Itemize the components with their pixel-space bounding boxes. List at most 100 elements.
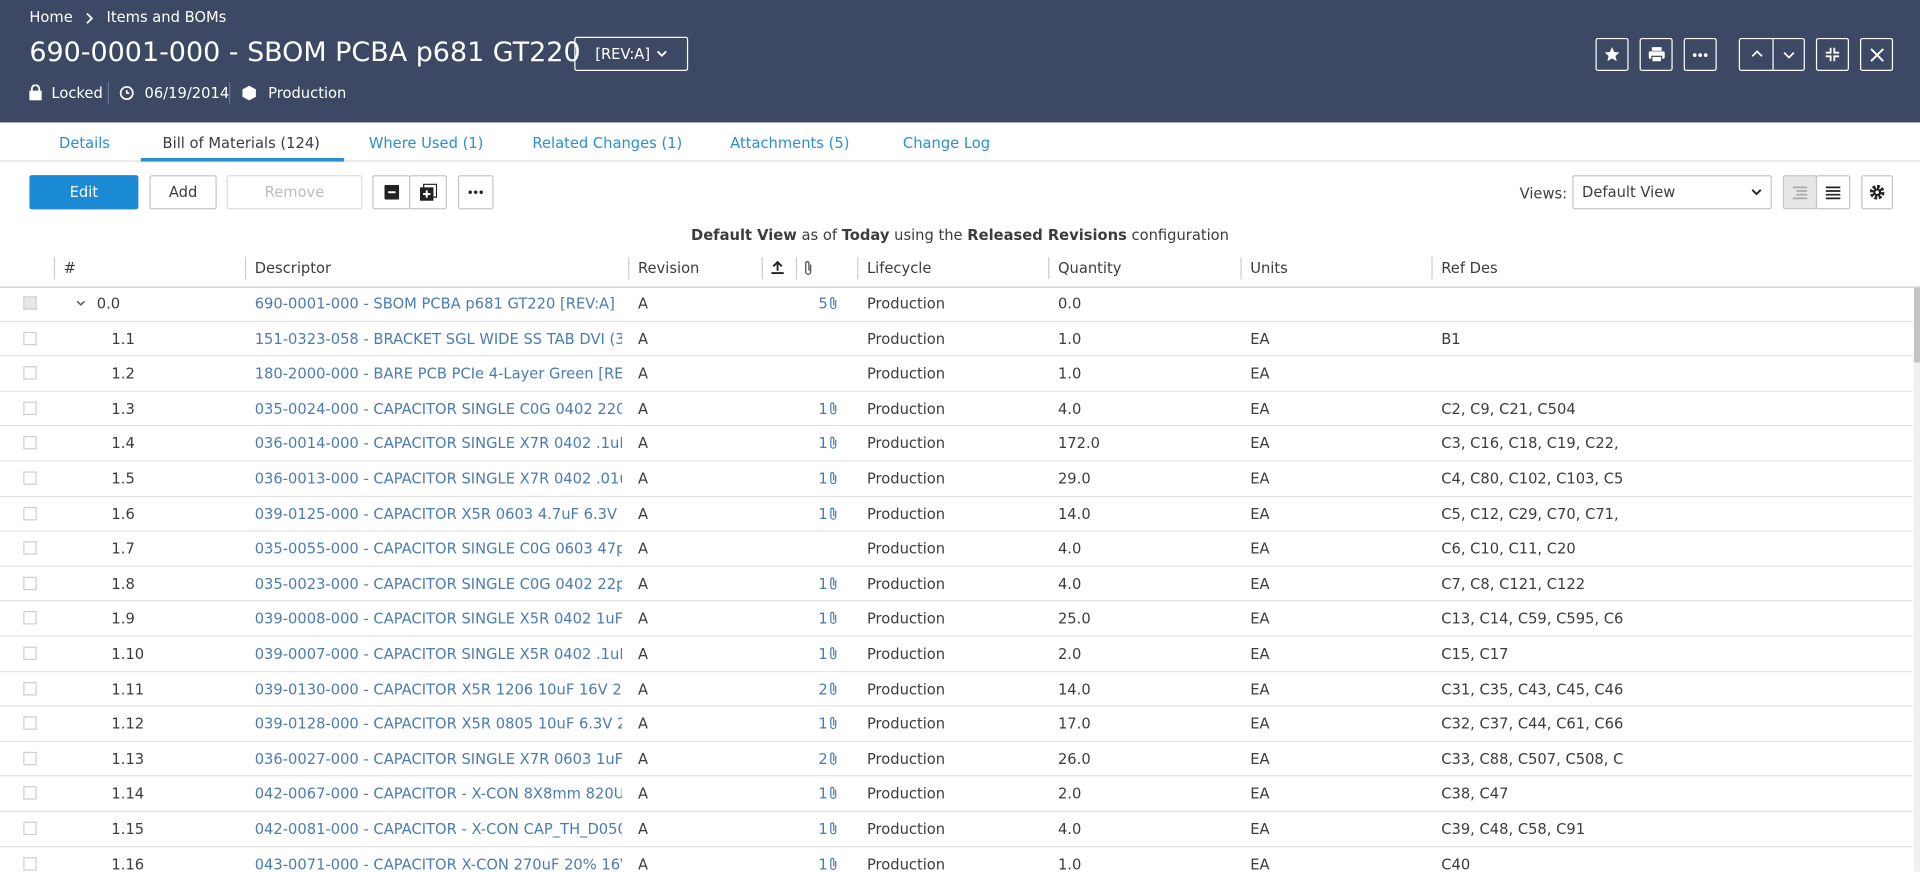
tab[interactable]: Change Log	[902, 134, 991, 152]
attachment-count[interactable]: 5	[791, 295, 838, 312]
attachment-count[interactable]: 2	[791, 750, 838, 768]
row-checkbox[interactable]	[23, 786, 37, 801]
row-checkbox[interactable]	[23, 436, 37, 450]
favorite-button[interactable]	[1595, 37, 1629, 72]
expand-chevron[interactable]	[76, 300, 86, 307]
attachment-count[interactable]: 1	[791, 820, 838, 838]
descriptor-link[interactable]: 035-0023-000 - CAPACITOR SINGLE C0G 0402…	[254, 575, 623, 593]
attachment-count[interactable]: 1	[791, 785, 838, 803]
descriptor-link[interactable]: 039-0130-000 - CAPACITOR X5R 1206 10uF 1…	[254, 680, 622, 698]
bom-row[interactable]: 1.8 035-0023-000 - CAPACITOR SINGLE C0G 0…	[0, 567, 1913, 602]
attachment-count[interactable]: 1	[791, 575, 838, 592]
column-header[interactable]: Revision	[637, 259, 700, 277]
tab[interactable]: Attachments (5)	[730, 134, 850, 152]
bom-row[interactable]: 1.7 035-0055-000 - CAPACITOR SINGLE C0G 0…	[0, 532, 1913, 567]
row-checkbox[interactable]	[23, 401, 37, 415]
attachment-count[interactable]: 1	[791, 435, 838, 452]
descriptor-link[interactable]: 035-0024-000 - CAPACITOR SINGLE C0G 0402…	[254, 400, 623, 418]
bom-row[interactable]: 1.10 039-0007-000 - CAPACITOR SINGLE X5R …	[0, 637, 1913, 672]
descriptor-link[interactable]: 035-0055-000 - CAPACITOR SINGLE C0G 0603…	[254, 540, 623, 558]
row-checkbox[interactable]	[23, 296, 37, 310]
row-checkbox[interactable]	[23, 471, 37, 485]
tab[interactable]: Details	[59, 134, 110, 152]
row-checkbox[interactable]	[23, 646, 37, 661]
settings-button[interactable]	[1861, 175, 1894, 210]
edit-button[interactable]: Edit	[29, 175, 139, 210]
lifecycle: Production	[866, 575, 946, 593]
scroll-thumb[interactable]	[1913, 287, 1920, 363]
column-header[interactable]: Units	[1250, 259, 1288, 277]
descriptor-link[interactable]: 036-0014-000 - CAPACITOR SINGLE X7R 0402…	[254, 435, 622, 453]
attachment-count[interactable]: 1	[791, 645, 838, 662]
more-button[interactable]	[1683, 37, 1717, 72]
bom-row[interactable]: 1.16 043-0071-000 - CAPACITOR X-CON 270uF…	[0, 847, 1913, 872]
bom-row[interactable]: 1.11 039-0130-000 - CAPACITOR X5R 1206 10…	[0, 672, 1913, 707]
bom-row[interactable]: 1.12 039-0128-000 - CAPACITOR X5R 0805 10…	[0, 707, 1913, 742]
descriptor-link[interactable]: 180-2000-000 - BARE PCB PCIe 4-Layer Gre…	[254, 365, 623, 383]
descriptor-link[interactable]: 039-0128-000 - CAPACITOR X5R 0805 10uF 6…	[254, 715, 622, 733]
outline-view-button[interactable]	[1782, 175, 1818, 210]
bom-row[interactable]: 1.15 042-0081-000 - CAPACITOR - X-CON CAP…	[0, 812, 1913, 847]
view-select[interactable]: Default View	[1572, 175, 1772, 210]
add-button[interactable]: Add	[149, 175, 217, 210]
descriptor-link[interactable]: 039-0125-000 - CAPACITOR X5R 0603 4.7uF …	[254, 505, 622, 523]
remove-button[interactable]: Remove	[226, 175, 363, 210]
bom-row[interactable]: 1.13 036-0027-000 - CAPACITOR SINGLE X7R …	[0, 742, 1913, 777]
breadcrumb-link[interactable]: Items and BOMs	[106, 8, 227, 26]
attachment-count[interactable]: 1	[791, 505, 838, 522]
breadcrumb-link[interactable]: Home	[29, 8, 73, 26]
tab[interactable]: Related Changes (1)	[532, 134, 683, 152]
column-header[interactable]: Ref Des	[1441, 259, 1498, 277]
descriptor-link[interactable]: 039-0008-000 - CAPACITOR SINGLE X5R 0402…	[254, 610, 623, 628]
attachment-count[interactable]: 2	[791, 680, 838, 697]
attachment-count[interactable]: 1	[791, 400, 838, 417]
row-checkbox[interactable]	[23, 821, 37, 836]
descriptor-link[interactable]: 151-0323-058 - BRACKET SGL WIDE SS TAB D…	[254, 330, 622, 348]
bom-row[interactable]: 1.2 180-2000-000 - BARE PCB PCIe 4-Layer …	[0, 357, 1913, 392]
descriptor-link[interactable]: 036-0013-000 - CAPACITOR SINGLE X7R 0402…	[254, 470, 622, 488]
descriptor-link[interactable]: 043-0071-000 - CAPACITOR X-CON 270uF 20%…	[254, 855, 622, 872]
bom-row[interactable]: 1.5 036-0013-000 - CAPACITOR SINGLE X7R 0…	[0, 462, 1913, 497]
bom-row[interactable]: 1.3 035-0024-000 - CAPACITOR SINGLE C0G 0…	[0, 392, 1913, 427]
attachment-count[interactable]: 1	[791, 470, 838, 487]
toolbar-more-button[interactable]	[457, 175, 494, 210]
row-checkbox[interactable]	[23, 541, 37, 555]
bom-row[interactable]: 1.4 036-0014-000 - CAPACITOR SINGLE X7R 0…	[0, 427, 1913, 462]
collapse-button[interactable]	[1815, 37, 1849, 72]
row-checkbox[interactable]	[23, 331, 37, 345]
descriptor-link[interactable]: 042-0081-000 - CAPACITOR - X-CON CAP_TH_…	[254, 820, 623, 838]
row-checkbox[interactable]	[23, 576, 37, 590]
column-header[interactable]: Descriptor	[254, 259, 332, 277]
close-button[interactable]	[1860, 37, 1894, 72]
expand-all-button[interactable]	[408, 175, 447, 210]
attachment-number: 1	[818, 855, 828, 872]
bom-row[interactable]: 1.1 151-0323-058 - BRACKET SGL WIDE SS TA…	[0, 322, 1913, 357]
row-checkbox[interactable]	[23, 681, 37, 696]
attachment-count[interactable]: 1	[791, 855, 838, 872]
row-checkbox[interactable]	[23, 366, 37, 380]
descriptor-link[interactable]: 036-0027-000 - CAPACITOR SINGLE X7R 0603…	[254, 750, 623, 768]
descriptor-link[interactable]: 690-0001-000 - SBOM PCBA p681 GT220 [REV…	[254, 295, 615, 313]
descriptor-link[interactable]: 042-0067-000 - CAPACITOR - X-CON 8X8mm 8…	[254, 785, 623, 803]
row-checkbox[interactable]	[23, 751, 37, 766]
tab[interactable]: Bill of Materials (124)	[162, 134, 320, 152]
bom-row[interactable]: 0.0 690-0001-000 - SBOM PCBA p681 GT220 […	[0, 287, 1913, 322]
row-checkbox[interactable]	[23, 611, 37, 625]
collapse-all-button[interactable]	[372, 175, 411, 210]
descriptor-link[interactable]: 039-0007-000 - CAPACITOR SINGLE X5R 0402…	[254, 645, 622, 663]
column-header[interactable]: Quantity	[1057, 259, 1122, 277]
attachment-count[interactable]: 1	[791, 715, 838, 732]
bom-row[interactable]: 1.6 039-0125-000 - CAPACITOR X5R 0603 4.7…	[0, 497, 1913, 532]
bom-row[interactable]: 1.14 042-0067-000 - CAPACITOR - X-CON 8X8…	[0, 777, 1913, 812]
bom-row[interactable]: 1.9 039-0008-000 - CAPACITOR SINGLE X5R 0…	[0, 602, 1913, 637]
row-checkbox[interactable]	[23, 856, 37, 871]
list-view-button[interactable]	[1815, 175, 1851, 210]
row-checkbox[interactable]	[23, 716, 37, 731]
column-header[interactable]: #	[63, 259, 76, 277]
row-checkbox[interactable]	[23, 506, 37, 520]
attachment-count[interactable]: 1	[791, 610, 838, 627]
column-header[interactable]: Lifecycle	[866, 259, 932, 277]
tab[interactable]: Where Used (1)	[368, 134, 484, 152]
revision-dropdown[interactable]: [REV:A]	[574, 36, 689, 72]
print-button[interactable]	[1639, 37, 1673, 72]
